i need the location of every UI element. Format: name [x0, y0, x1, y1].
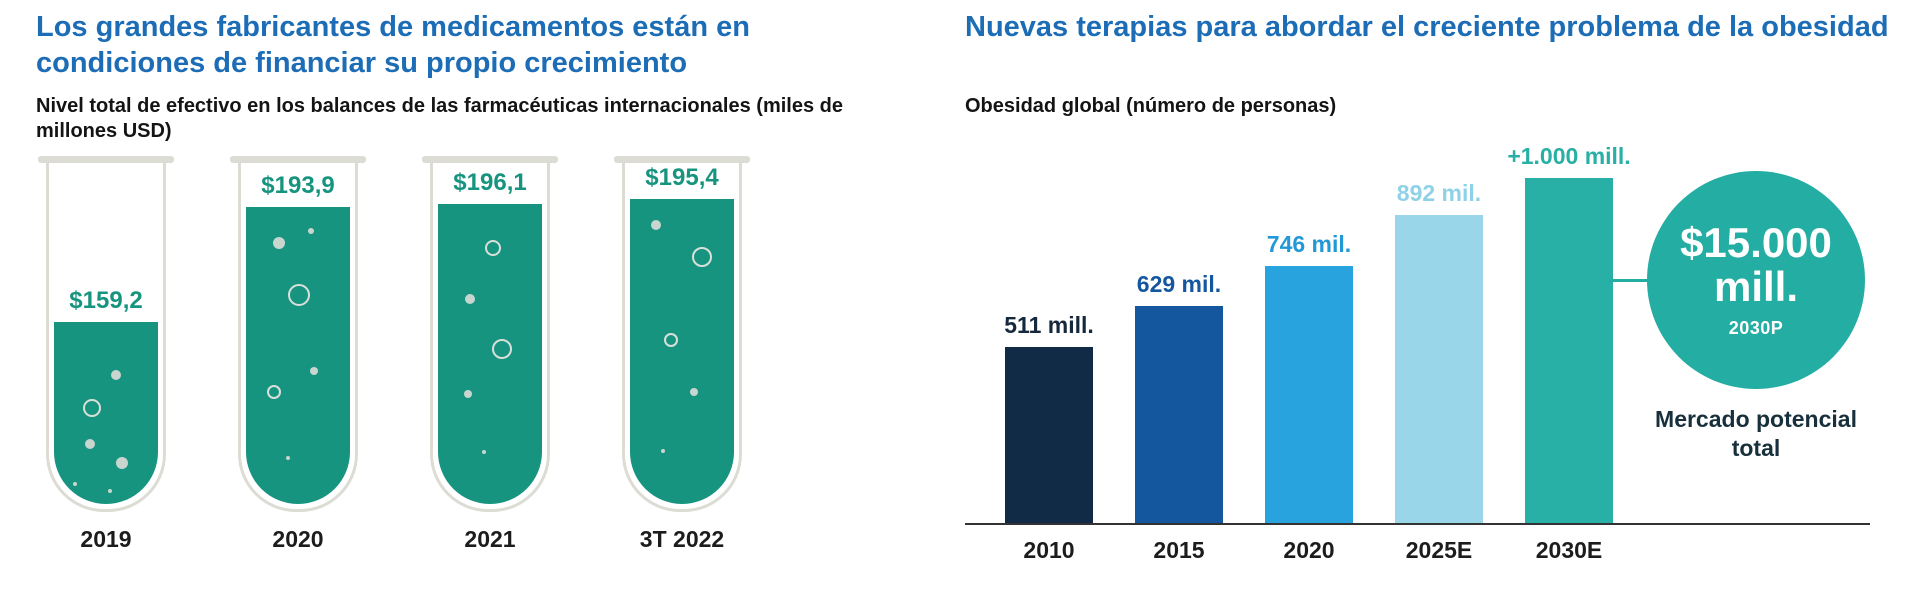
test-tube-glass: $195,4: [614, 155, 750, 512]
bubble: [664, 332, 679, 347]
obesity-panel-subtitle: Obesidad global (número de personas): [965, 94, 1337, 117]
bar-year-label: 2010: [1023, 536, 1075, 563]
test-tube: $193,9 2020: [230, 155, 366, 553]
bubble: [72, 482, 77, 487]
tube-year-label: 2021: [464, 525, 516, 552]
bar-year-label: 2015: [1153, 536, 1205, 563]
bubble: [692, 247, 713, 268]
bubble: [83, 398, 102, 417]
bar-series: 511 mill. 629 mil. 746 mil. 892 mil. +1.000 …: [1004, 143, 1631, 523]
pharma-cash-panel: Los grandes fabricantes de medicamentos …: [36, 10, 926, 553]
test-tube: $195,4 3T 2022: [614, 155, 750, 553]
bar-column: 892 mil.: [1395, 180, 1483, 523]
total-market-bubble: $15.000 mill. 2030P: [1647, 170, 1865, 389]
bar: [1525, 177, 1613, 523]
bubble: [116, 456, 129, 469]
bar-value-label: 746 mil.: [1266, 230, 1352, 257]
tube-year-label: 2020: [272, 525, 324, 552]
test-tube-lip: [38, 155, 174, 163]
bubble-amount: $15.000: [1680, 219, 1832, 267]
x-axis-labels: 2010 2015 2020 2025E 2030E: [1005, 537, 1613, 564]
tube-value-label: $195,4: [645, 163, 719, 191]
bubble: [85, 438, 96, 449]
bar: [1265, 265, 1353, 523]
bar-year-label: 2030E: [1535, 536, 1603, 563]
bar-column: 629 mil.: [1135, 271, 1223, 523]
bubble-caption: Mercado potencial total: [1655, 405, 1857, 461]
test-tube-lip: [614, 155, 750, 163]
test-tube-glass: $193,9: [230, 155, 366, 512]
bubble: [308, 228, 315, 235]
bar-column: +1.000 mill.: [1507, 143, 1631, 523]
test-tube-lip: [230, 155, 366, 163]
test-tube-lip: [422, 155, 558, 163]
bubble: [273, 236, 286, 249]
obesity-panel-title: Nuevas terapias para abordar el crecient…: [965, 11, 1889, 43]
bubble: [287, 284, 310, 307]
bubble: [661, 448, 666, 453]
bubble: [481, 449, 486, 454]
tube-value-label: $159,2: [69, 287, 143, 315]
bubble-unit: mill.: [1713, 263, 1799, 311]
bubble: [464, 389, 472, 398]
bar: [1395, 214, 1483, 523]
tube-year-label: 2019: [80, 525, 132, 552]
bubble: [108, 489, 113, 494]
bar-value-label: +1.000 mill.: [1507, 142, 1631, 169]
test-tube-fill: [438, 203, 542, 504]
x-axis-line: [965, 522, 1870, 525]
obesity-panel: Nuevas terapias para abordar el crecient…: [965, 10, 1915, 585]
test-tube-glass: $196,1: [422, 155, 558, 512]
bar: [1005, 346, 1093, 523]
bubble-year: 2030P: [1728, 317, 1784, 338]
bubble: [690, 387, 699, 396]
bar-year-label: 2020: [1283, 536, 1335, 563]
test-tube: $159,2 2019: [38, 155, 174, 553]
pharma-panel-title: Los grandes fabricantes de medicamentos …: [36, 11, 750, 79]
test-tube-glass: $159,2: [38, 155, 174, 512]
bubble: [492, 338, 513, 359]
pharma-panel-subtitle: Nivel total de efectivo en los balances …: [36, 94, 843, 142]
bar-column: 511 mill.: [1004, 311, 1094, 523]
bar-column: 746 mil.: [1265, 231, 1353, 523]
tube-year-label: 3T 2022: [639, 525, 725, 552]
bar-value-label: 511 mill.: [1004, 311, 1094, 338]
bubble: [266, 385, 281, 400]
bubble: [484, 239, 501, 256]
test-tube-fill: [630, 198, 734, 504]
test-tube-fill: [54, 322, 158, 504]
test-tube-chart: $159,2 2019 $193,9 2020 $196,1 2021 $195,4 3T 2…: [36, 155, 926, 553]
annotation-connector-line: [1609, 278, 1649, 282]
bar-year-label: 2025E: [1405, 536, 1473, 563]
bar-value-label: 892 mil.: [1396, 179, 1482, 206]
bubble: [465, 293, 476, 304]
bubble: [650, 219, 661, 230]
tube-value-label: $196,1: [453, 168, 527, 196]
tube-value-label: $193,9: [261, 172, 335, 200]
test-tube-fill: [246, 207, 350, 504]
bar-value-label: 629 mil.: [1136, 270, 1222, 297]
bubble: [310, 367, 319, 376]
test-tube: $196,1 2021: [422, 155, 558, 553]
obesity-bar-chart: 511 mill. 629 mil. 746 mil. 892 mil. +1.000 …: [965, 143, 1915, 585]
bubble: [111, 369, 122, 380]
bubble: [285, 456, 290, 461]
bar: [1135, 305, 1223, 523]
